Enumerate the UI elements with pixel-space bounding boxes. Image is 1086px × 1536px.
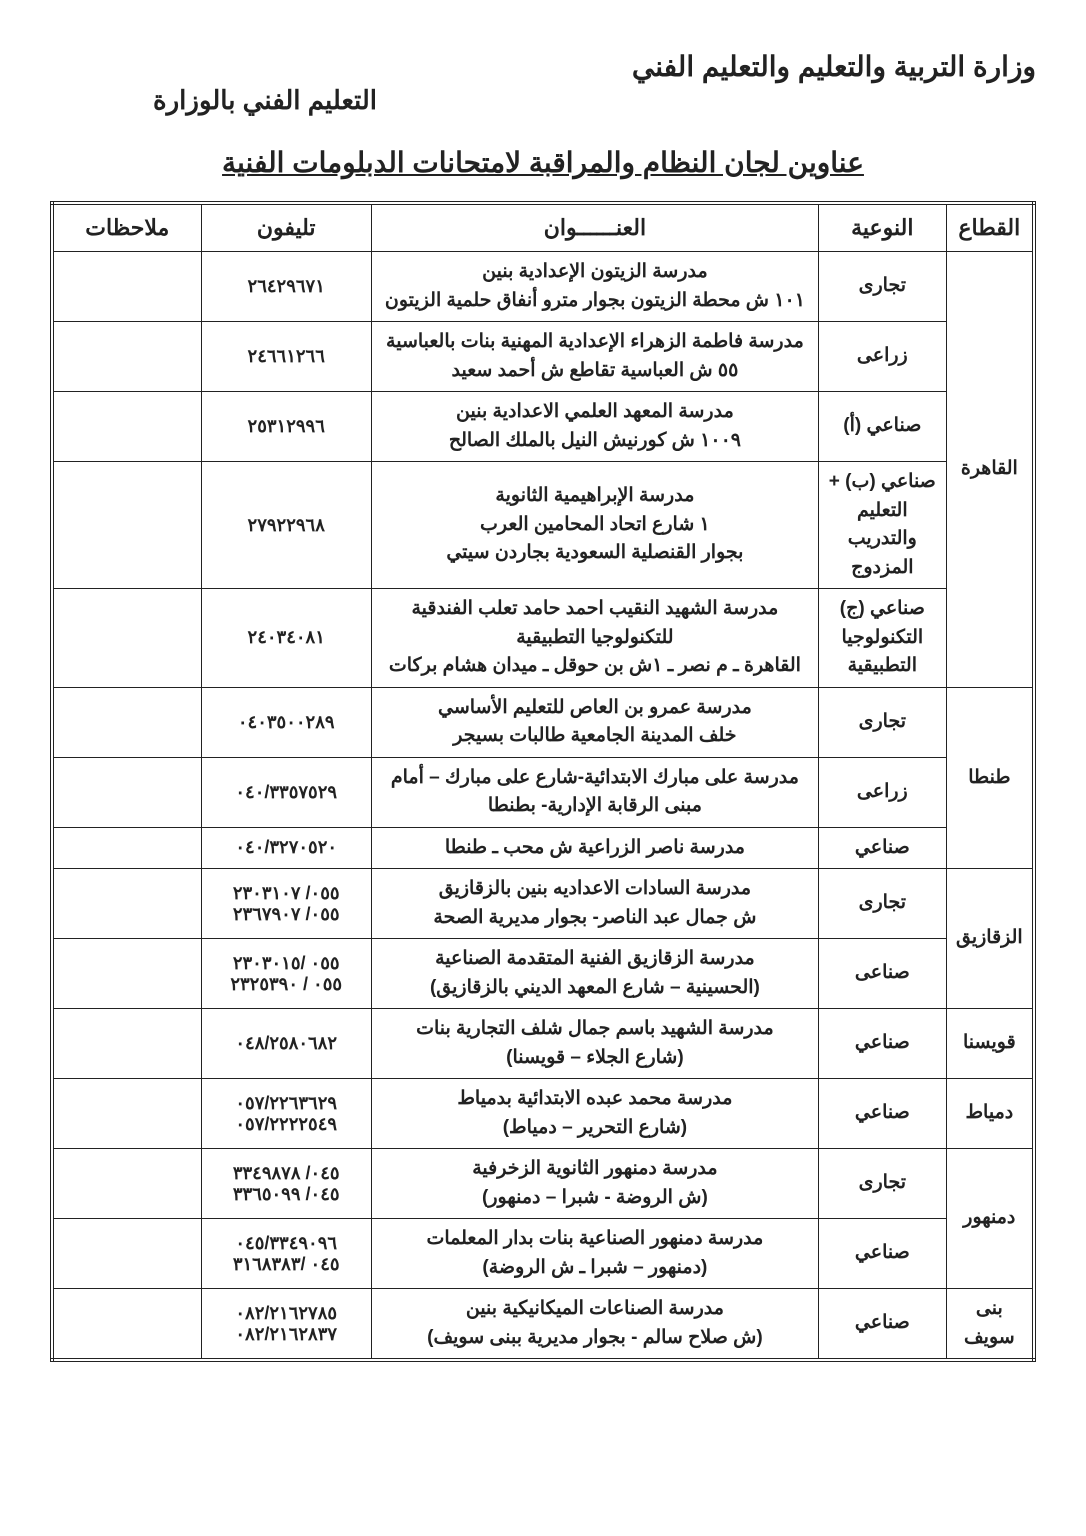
table-header-row: القطاع النوعية العنــــــوان تليفون ملاح… — [52, 203, 1034, 252]
col-address: العنــــــوان — [371, 203, 818, 252]
table-row: صناعىمدرسة الزقازيق الفنية المتقدمة الصن… — [52, 939, 1034, 1009]
type-cell: زراعى — [818, 757, 946, 827]
address-cell: مدرسة دمنهور الثانوية الزخرفية(ش الروضة … — [371, 1149, 818, 1219]
table-row: صناعي (ج) التكنولوجيا التطبيقيةمدرسة الش… — [52, 589, 1034, 688]
type-cell: تجارى — [818, 869, 946, 939]
address-cell: مدرسة الزقازيق الفنية المتقدمة الصناعية(… — [371, 939, 818, 1009]
type-cell: تجارى — [818, 687, 946, 757]
notes-cell — [52, 827, 201, 869]
notes-cell — [52, 589, 201, 688]
notes-cell — [52, 1289, 201, 1361]
table-body: القاهرةتجارىمدرسة الزيتون الإعدادية بنين… — [52, 252, 1034, 1361]
notes-cell — [52, 1079, 201, 1149]
address-cell: مدرسة ناصر الزراعية ش محب ـ طنطا — [371, 827, 818, 869]
sector-cell: طنطا — [946, 687, 1034, 869]
phone-cell: ٠٥٥ /٢٣٠٣٠١٥٠٥٥ / ٢٣٢٥٣٩٠ — [201, 939, 371, 1009]
sector-cell: دمنهور — [946, 1149, 1034, 1289]
sector-cell: الزقازيق — [946, 869, 1034, 1009]
notes-cell — [52, 687, 201, 757]
sector-cell: القاهرة — [946, 252, 1034, 688]
phone-cell: ٠٤٠/٣٢٧٠٥٢٠ — [201, 827, 371, 869]
address-cell: مدرسة على مبارك الابتدائية-شارع على مبار… — [371, 757, 818, 827]
phone-cell: ٠٥٧/٢٢٦٣٦٢٩٠٥٧/٢٢٢٢٥٤٩ — [201, 1079, 371, 1149]
notes-cell — [52, 322, 201, 392]
type-cell: تجارى — [818, 1149, 946, 1219]
table-row: صناعي (ب) + التعليم والتدريب المزدوجمدرس… — [52, 462, 1034, 589]
sector-cell: بنى سويف — [946, 1289, 1034, 1361]
committees-table: القطاع النوعية العنــــــوان تليفون ملاح… — [50, 201, 1036, 1362]
phone-cell: ٢٧٩٢٢٩٦٨ — [201, 462, 371, 589]
phone-cell: ٠٤٠/٣٣٥٧٥٢٩ — [201, 757, 371, 827]
address-cell: مدرسة الشهيد النقيب احمد حامد تعلب الفند… — [371, 589, 818, 688]
table-row: دمنهورتجارىمدرسة دمنهور الثانوية الزخرفي… — [52, 1149, 1034, 1219]
notes-cell — [52, 869, 201, 939]
notes-cell — [52, 1149, 201, 1219]
table-row: صناعيمدرسة ناصر الزراعية ش محب ـ طنطا٠٤٠… — [52, 827, 1034, 869]
notes-cell — [52, 462, 201, 589]
table-row: دمياطصناعيمدرسة محمد عبده الابتدائية بدم… — [52, 1079, 1034, 1149]
col-notes: ملاحظات — [52, 203, 201, 252]
address-cell: مدرسة الزيتون الإعدادية بنين١٠١ ش محطة ا… — [371, 252, 818, 322]
type-cell: صناعي — [818, 1009, 946, 1079]
ministry-line2: التعليم الفني بالوزارة — [50, 85, 480, 116]
address-cell: مدرسة الإبراهيمية الثانوية١ شارع اتحاد ا… — [371, 462, 818, 589]
document-page: وزارة التربية والتعليم والتعليم الفني ال… — [0, 0, 1086, 1402]
table-row: زراعىمدرسة على مبارك الابتدائية-شارع على… — [52, 757, 1034, 827]
address-cell: مدرسة فاطمة الزهراء الإعدادية المهنية بن… — [371, 322, 818, 392]
address-cell: مدرسة السادات الاعداديه بنين بالزقازيقش … — [371, 869, 818, 939]
notes-cell — [52, 252, 201, 322]
type-cell: صناعي — [818, 1079, 946, 1149]
table-row: قويسناصناعيمدرسة الشهيد باسم جمال شلف ال… — [52, 1009, 1034, 1079]
type-cell: صناعي — [818, 1219, 946, 1289]
address-cell: مدرسة الصناعات الميكانيكية بنين(ش صلاح س… — [371, 1289, 818, 1361]
phone-cell: ٢٥٣١٢٩٩٦ — [201, 392, 371, 462]
phone-cell: ٠٤٥/٣٣٤٩٠٩٦٠٤٥ /٣١٦٨٣٨٣ — [201, 1219, 371, 1289]
address-cell: مدرسة محمد عبده الابتدائية بدمياط(شارع ا… — [371, 1079, 818, 1149]
address-cell: مدرسة الشهيد باسم جمال شلف التجارية بنات… — [371, 1009, 818, 1079]
table-row: بنى سويفصناعيمدرسة الصناعات الميكانيكية … — [52, 1289, 1034, 1361]
address-cell: مدرسة المعهد العلمي الاعدادية بنين١٠٠٩ ش… — [371, 392, 818, 462]
sector-cell: دمياط — [946, 1079, 1034, 1149]
type-cell: تجارى — [818, 252, 946, 322]
page-title: عناوين لجان النظام والمراقبة لامتحانات ا… — [50, 146, 1036, 179]
address-cell: مدرسة دمنهور الصناعية بنات بدار المعلمات… — [371, 1219, 818, 1289]
phone-cell: ٠٤٨/٢٥٨٠٦٨٢ — [201, 1009, 371, 1079]
ministry-header: وزارة التربية والتعليم والتعليم الفني ال… — [50, 50, 1036, 116]
type-cell: صناعي — [818, 1289, 946, 1361]
type-cell: صناعى — [818, 939, 946, 1009]
phone-cell: ٠٥٥/ ٢٣٠٣١٠٧٠٥٥/ ٢٣٦٧٩٠٧ — [201, 869, 371, 939]
type-cell: صناعي (ب) + التعليم والتدريب المزدوج — [818, 462, 946, 589]
phone-cell: ٠٤٥/ ٣٣٤٩٨٧٨٠٤٥/ ٣٣٦٥٠٩٩ — [201, 1149, 371, 1219]
table-row: صناعيمدرسة دمنهور الصناعية بنات بدار الم… — [52, 1219, 1034, 1289]
type-cell: صناعي (ج) التكنولوجيا التطبيقية — [818, 589, 946, 688]
ministry-line1: وزارة التربية والتعليم والتعليم الفني — [50, 50, 1036, 83]
phone-cell: ٠٨٢/٢١٦٢٧٨٥٠٨٢/٢١٦٢٨٣٧ — [201, 1289, 371, 1361]
notes-cell — [52, 1009, 201, 1079]
notes-cell — [52, 392, 201, 462]
table-row: الزقازيقتجارىمدرسة السادات الاعداديه بني… — [52, 869, 1034, 939]
notes-cell — [52, 939, 201, 1009]
notes-cell — [52, 1219, 201, 1289]
col-phone: تليفون — [201, 203, 371, 252]
table-row: طنطاتجارىمدرسة عمرو بن العاص للتعليم الأ… — [52, 687, 1034, 757]
table-row: القاهرةتجارىمدرسة الزيتون الإعدادية بنين… — [52, 252, 1034, 322]
type-cell: صناعي (أ) — [818, 392, 946, 462]
table-row: صناعي (أ)مدرسة المعهد العلمي الاعدادية ب… — [52, 392, 1034, 462]
notes-cell — [52, 757, 201, 827]
col-type: النوعية — [818, 203, 946, 252]
address-cell: مدرسة عمرو بن العاص للتعليم الأساسيخلف ا… — [371, 687, 818, 757]
phone-cell: ٠٤٠٣٥٠٠٢٨٩ — [201, 687, 371, 757]
phone-cell: ٢٤٦٦١٢٦٦ — [201, 322, 371, 392]
sector-cell: قويسنا — [946, 1009, 1034, 1079]
phone-cell: ٢٤٠٣٤٠٨١ — [201, 589, 371, 688]
table-row: زراعىمدرسة فاطمة الزهراء الإعدادية المهن… — [52, 322, 1034, 392]
col-sector: القطاع — [946, 203, 1034, 252]
phone-cell: ٢٦٤٢٩٦٧١ — [201, 252, 371, 322]
type-cell: صناعي — [818, 827, 946, 869]
type-cell: زراعى — [818, 322, 946, 392]
